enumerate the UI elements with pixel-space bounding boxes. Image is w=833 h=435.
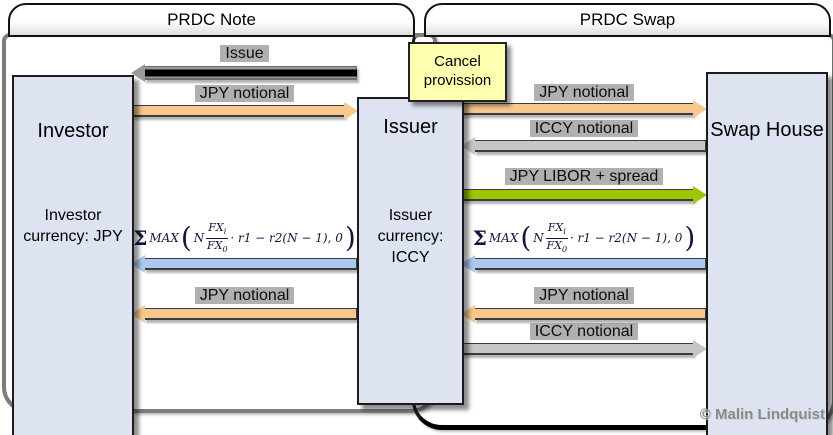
flow-label-issue: Issue	[132, 45, 357, 63]
prdc-coupon-formula: Σ MAX ( N FXi FX0 · r1 − r2(N − 1), 0 )	[133, 220, 356, 254]
iccy-notional-arrow-left	[461, 137, 706, 155]
tab-prdc-note-label: PRDC Note	[167, 10, 256, 29]
swap-house-title: Swap House	[710, 119, 824, 141]
issuer-box: Issuer Issuer currency: ICCY	[357, 97, 464, 405]
cancel-provision-note: Cancel provission	[408, 42, 507, 102]
arrowhead-left-icon	[131, 255, 145, 273]
arrowhead-right-icon	[693, 100, 707, 118]
fx-fraction: FXi FX0	[206, 220, 229, 254]
jpy-notional-arrow-right-swap	[462, 100, 707, 118]
jpy-libor-arrow-right	[462, 186, 707, 204]
jpy-notional-arrow-left	[131, 305, 357, 323]
arrowhead-left-icon	[131, 305, 145, 323]
arrowhead-right-icon	[693, 340, 707, 358]
sigma-symbol: Σ	[472, 226, 487, 250]
flow-label-iccy-notional-return: ICCY notional	[462, 323, 706, 341]
tab-prdc-swap-label: PRDC Swap	[579, 10, 676, 29]
flow-label-jpy-libor: JPY LIBOR + spread	[462, 168, 706, 186]
prdc-coupon-arrow-left	[131, 255, 357, 273]
sigma-symbol: Σ	[133, 226, 148, 250]
tab-prdc-swap: PRDC Swap	[424, 3, 831, 37]
flow-label-jpy-notional-return: JPY notional	[132, 287, 357, 305]
investor-currency-label: Investor currency: JPY	[23, 207, 123, 245]
arrowhead-left-icon	[461, 137, 475, 155]
arrowhead-right-icon	[693, 186, 707, 204]
arrowhead-left-icon	[461, 255, 475, 273]
flow-label-iccy-notional: ICCY notional	[462, 120, 706, 138]
iccy-notional-arrow-right	[462, 340, 707, 358]
swap-house-box: Swap House	[706, 72, 828, 435]
flow-label-jpy-notional-return-swap: JPY notional	[462, 287, 706, 305]
jpy-notional-arrow-left-swap	[461, 305, 706, 323]
arrowhead-left-icon	[131, 64, 145, 82]
jpy-notional-arrow-right	[132, 102, 358, 120]
prdc-coupon-arrow-left-swap	[461, 255, 706, 273]
issuer-title: Issuer	[383, 116, 438, 138]
investor-title: Investor	[37, 120, 109, 142]
investor-box: Investor Investor currency: JPY	[12, 75, 134, 435]
issue-arrow-left	[131, 64, 357, 82]
arrowhead-left-icon	[461, 305, 475, 323]
fx-fraction: FXi FX0	[545, 220, 568, 254]
issuer-currency-label: Issuer currency: ICCY	[377, 207, 444, 266]
copyright-text: © Malin Lindquist	[699, 406, 825, 423]
flow-label-jpy-notional-swap: JPY notional	[462, 84, 706, 102]
arrowhead-right-icon	[344, 102, 358, 120]
flow-label-jpy-notional: JPY notional	[132, 85, 357, 103]
prdc-coupon-formula-swap: Σ MAX ( N FXi FX0 · r1 − r2(N − 1), 0 )	[472, 220, 696, 254]
tab-prdc-note: PRDC Note	[8, 3, 415, 37]
